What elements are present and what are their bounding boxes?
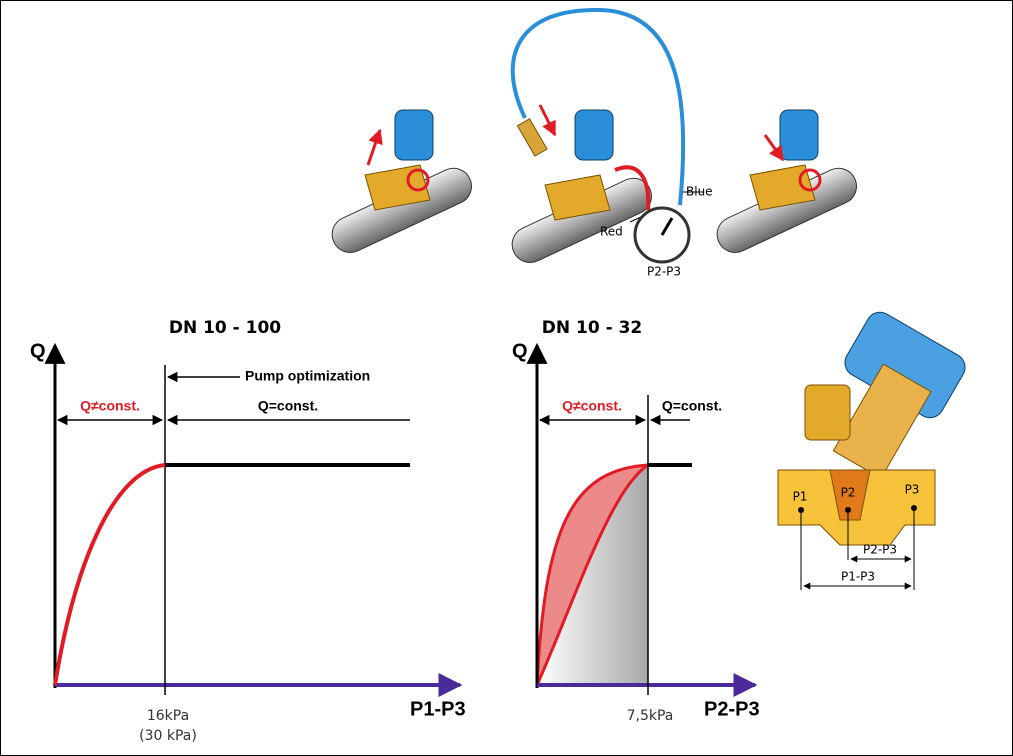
region-label: Q≠const. (562, 398, 622, 414)
arrow (540, 105, 555, 135)
probe (517, 119, 547, 156)
annotation: Pump optimization (245, 368, 370, 384)
tick-label: 16kPa (147, 708, 189, 724)
port-fitting (805, 385, 850, 440)
region-label: Q=const. (258, 398, 318, 414)
y-axis-label: Q (512, 340, 528, 362)
region-label: Q=const. (662, 398, 722, 414)
right-chart: DN 10 - 32 Q Q≠const. Q=const. 7,5kPa P2… (512, 318, 760, 724)
left-chart: DN 10 - 100 Q Pump optimization Q≠const.… (30, 318, 466, 744)
port-label: P2 (841, 486, 856, 500)
chart-title: DN 10 - 100 (169, 318, 281, 338)
dimension-label: P2-P3 (863, 543, 897, 557)
valve-cap (575, 110, 613, 160)
valve-cap (780, 110, 818, 160)
tick-label: 7,5kPa (627, 708, 674, 724)
port-label: P3 (905, 483, 920, 497)
arrow (368, 130, 380, 165)
red-label: Red (600, 225, 623, 239)
gauge-label: P2-P3 (647, 265, 681, 279)
tick-note: (30 kPa) (139, 728, 197, 744)
port-label: P1 (793, 490, 808, 504)
valve-1 (326, 110, 477, 258)
x-axis-label: P1-P3 (410, 698, 466, 720)
y-axis-label: Q (30, 340, 46, 362)
curve (55, 465, 165, 685)
x-axis-label: P2-P3 (704, 698, 760, 720)
chart-title: DN 10 - 32 (542, 318, 642, 338)
blue-label: Blue (686, 185, 713, 199)
region-label: Q≠const. (80, 398, 140, 414)
valve-illustrations: Blue Red P2-P3 (326, 10, 862, 279)
valve-section: P1 P2 P3 P2-P3 P1-P3 (778, 307, 970, 590)
valve-cap (395, 110, 433, 160)
valve-2 (506, 105, 657, 268)
dimension-label: P1-P3 (841, 570, 875, 584)
valve-3 (711, 110, 862, 258)
page: Blue Red P2-P3 DN 10 - 100 Q Pump optimi… (0, 0, 1013, 756)
